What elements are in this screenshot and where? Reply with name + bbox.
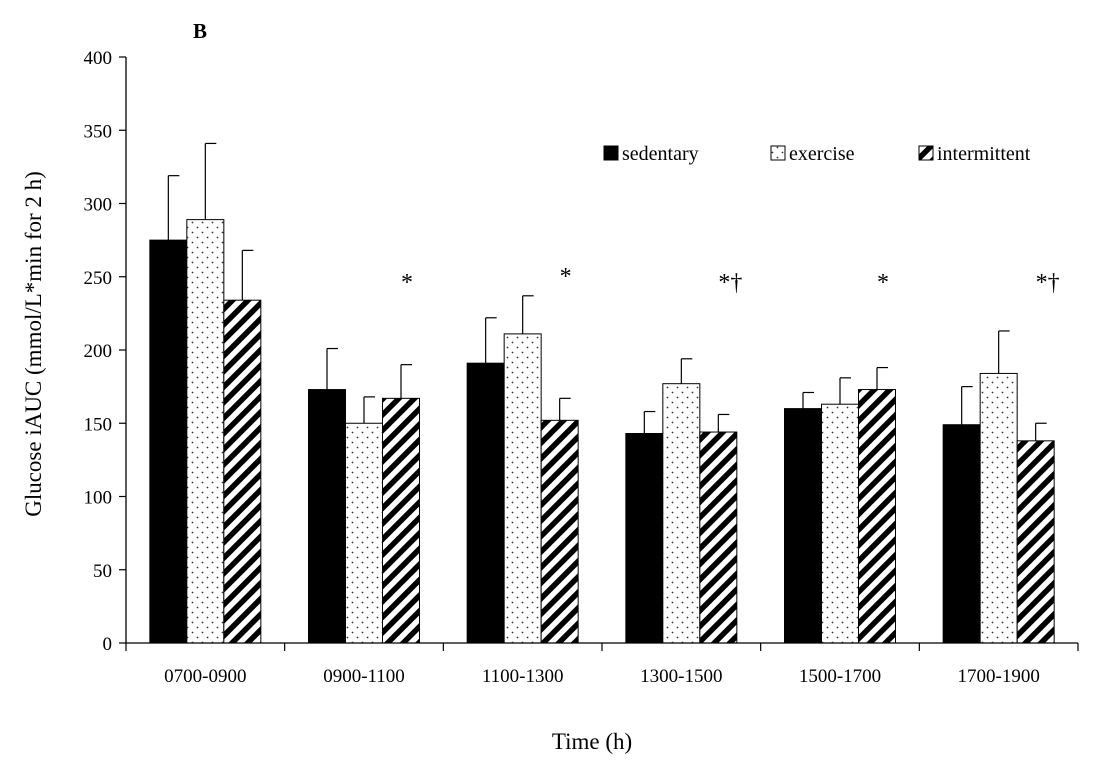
- legend-label-exercise: exercise: [789, 143, 855, 165]
- significance-marker: *: [401, 270, 413, 296]
- bar-intermittent: [1016, 440, 1055, 644]
- significance-marker: *: [877, 270, 889, 296]
- bar-intermittent: [858, 389, 896, 644]
- bar-exercise: [345, 422, 383, 644]
- panel-label: B: [193, 19, 207, 43]
- legend-swatch-exercise: [770, 145, 786, 161]
- x-axis-title: Time (h): [552, 729, 632, 754]
- significance-marker: *†: [1036, 270, 1060, 296]
- y-tick-label: 350: [84, 121, 113, 142]
- x-tick-label: 1100-1300: [482, 666, 564, 687]
- bar-sedentary: [942, 424, 981, 644]
- bar-sedentary: [149, 239, 188, 644]
- significance-marker: *†: [718, 270, 742, 296]
- bar-sedentary: [625, 433, 664, 644]
- bar-intermittent: [382, 397, 420, 644]
- bar-sedentary: [466, 362, 505, 644]
- bar-intermittent: [223, 299, 262, 644]
- bar-sedentary: [308, 389, 346, 644]
- x-tick-label: 0700-0900: [164, 666, 246, 687]
- y-tick-label: 150: [84, 414, 113, 435]
- bar-exercise: [503, 333, 542, 644]
- y-tick-label: 100: [84, 488, 113, 509]
- bar-intermittent: [699, 431, 738, 644]
- y-tick-label: 50: [93, 561, 112, 582]
- legend-label-intermittent: intermittent: [937, 143, 1031, 165]
- bar-intermittent: [540, 419, 579, 644]
- significance-annotations: * * *† * *†: [401, 264, 1060, 296]
- y-tick-label: 400: [84, 48, 113, 69]
- legend-swatch-sedentary: [603, 145, 619, 161]
- x-tick-label: 1700-1900: [958, 666, 1040, 687]
- y-axis-title: Glucose iAUC (mmol/L*min for 2 h): [21, 171, 46, 517]
- x-tick-label: 0900-1100: [323, 666, 405, 687]
- x-tick-label: 1300-1500: [640, 666, 722, 687]
- bar-exercise: [821, 403, 859, 644]
- bar-exercise: [186, 219, 225, 644]
- bar-sedentary: [784, 408, 822, 644]
- bar-exercise: [979, 372, 1018, 644]
- y-tick-label: 0: [103, 634, 113, 655]
- significance-marker: *: [560, 264, 572, 290]
- y-axis: 0 50 100 150 200 250 300 350 400: [84, 48, 127, 655]
- x-axis: 0700-0900 0900-1100 1100-1300 1300-1500 1500…: [125, 642, 1079, 687]
- legend-swatch-intermittent: [918, 145, 934, 161]
- y-tick-label: 250: [84, 268, 113, 289]
- legend: sedentary exercise intermittent: [603, 143, 1031, 165]
- y-tick-label: 300: [84, 195, 113, 216]
- y-tick-label: 200: [84, 341, 113, 362]
- x-tick-label: 1500-1700: [799, 666, 881, 687]
- bar-exercise: [662, 383, 701, 644]
- error-bars: [167, 142, 1047, 441]
- legend-label-sedentary: sedentary: [622, 143, 699, 165]
- bars: [149, 219, 1055, 644]
